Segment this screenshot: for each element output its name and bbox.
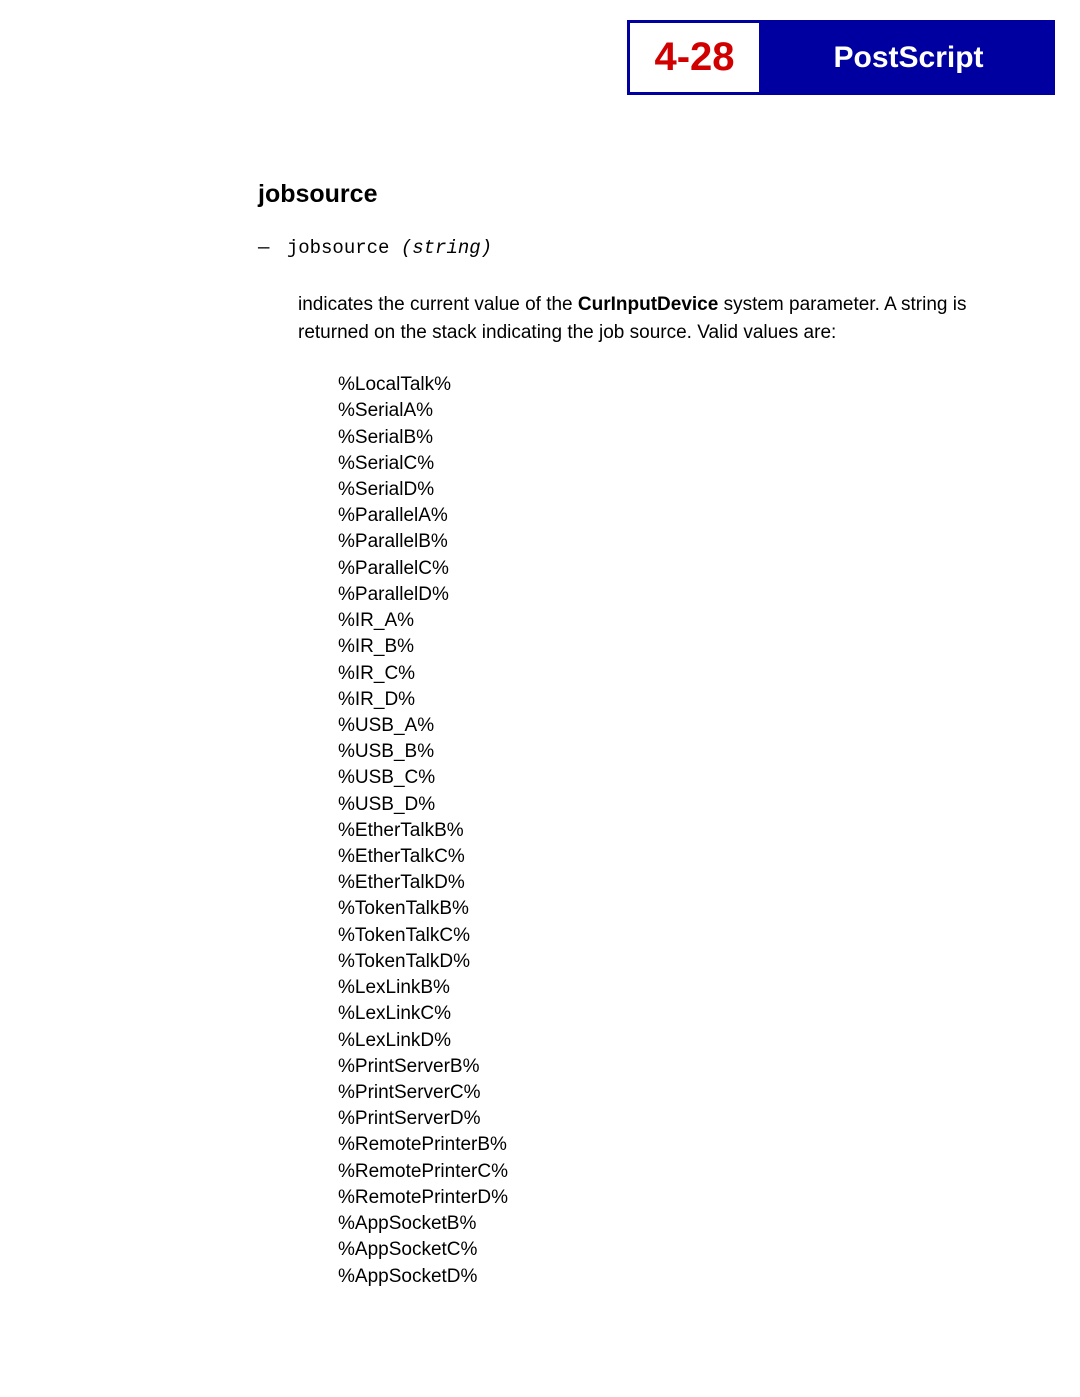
value-item: %TokenTalkB% — [338, 896, 1000, 922]
value-item: %IR_C% — [338, 661, 1000, 687]
valid-values-list: %LocalTalk%%SerialA%%SerialB%%SerialC%%S… — [338, 372, 1000, 1290]
value-item: %EtherTalkC% — [338, 844, 1000, 870]
value-item: %ParallelC% — [338, 556, 1000, 582]
value-item: %AppSocketC% — [338, 1237, 1000, 1263]
value-item: %IR_A% — [338, 608, 1000, 634]
value-item: %RemotePrinterD% — [338, 1185, 1000, 1211]
operator-signature: — jobsource (string) — [258, 237, 1000, 259]
chapter-title: PostScript — [762, 41, 1055, 75]
value-item: %ParallelA% — [338, 503, 1000, 529]
signature-return: (string) — [401, 237, 492, 259]
value-item: %AppSocketB% — [338, 1211, 1000, 1237]
value-item: %LexLinkB% — [338, 975, 1000, 1001]
value-item: %IR_D% — [338, 687, 1000, 713]
value-item: %TokenTalkD% — [338, 949, 1000, 975]
operator-description: indicates the current value of the CurIn… — [298, 291, 1000, 346]
value-item: %TokenTalkC% — [338, 923, 1000, 949]
signature-dash: — — [258, 237, 269, 259]
value-item: %AppSocketD% — [338, 1264, 1000, 1290]
value-item: %PrintServerB% — [338, 1054, 1000, 1080]
value-item: %LocalTalk% — [338, 372, 1000, 398]
value-item: %USB_B% — [338, 739, 1000, 765]
value-item: %SerialC% — [338, 451, 1000, 477]
desc-prefix: indicates the current value of the — [298, 294, 578, 315]
value-item: %LexLinkD% — [338, 1028, 1000, 1054]
value-item: %ParallelD% — [338, 582, 1000, 608]
value-item: %USB_C% — [338, 765, 1000, 791]
value-item: %PrintServerC% — [338, 1080, 1000, 1106]
value-item: %USB_A% — [338, 713, 1000, 739]
value-item: %RemotePrinterB% — [338, 1132, 1000, 1158]
page-header: 4-28 PostScript — [630, 20, 1055, 95]
value-item: %LexLinkC% — [338, 1001, 1000, 1027]
value-item: %PrintServerD% — [338, 1106, 1000, 1132]
value-item: %IR_B% — [338, 634, 1000, 660]
page-number: 4-28 — [654, 35, 734, 80]
value-item: %RemotePrinterC% — [338, 1159, 1000, 1185]
signature-name: jobsource — [287, 237, 390, 259]
value-item: %EtherTalkB% — [338, 818, 1000, 844]
value-item: %ParallelB% — [338, 529, 1000, 555]
desc-bold-term: CurInputDevice — [578, 294, 718, 315]
value-item: %USB_D% — [338, 792, 1000, 818]
page-content: jobsource — jobsource (string) indicates… — [258, 180, 1000, 1290]
value-item: %SerialA% — [338, 398, 1000, 424]
value-item: %SerialB% — [338, 425, 1000, 451]
page-number-box: 4-28 — [627, 20, 762, 95]
section-heading: jobsource — [258, 180, 1000, 209]
value-item: %EtherTalkD% — [338, 870, 1000, 896]
value-item: %SerialD% — [338, 477, 1000, 503]
